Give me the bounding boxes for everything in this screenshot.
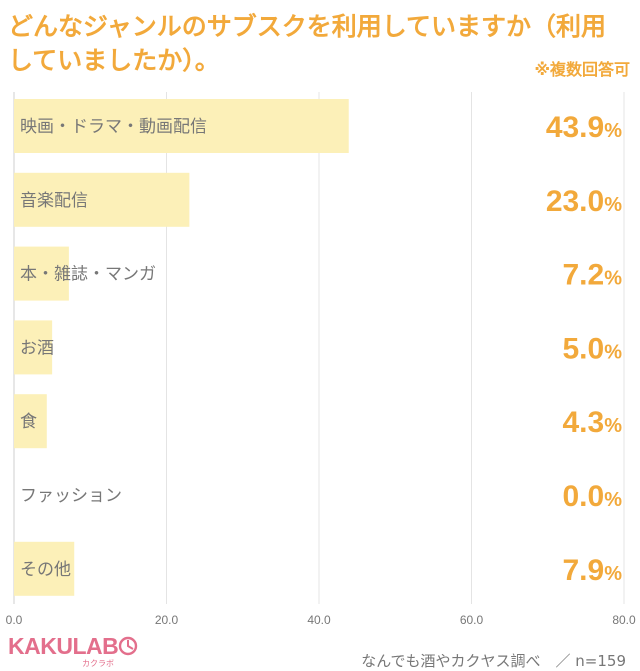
multiple-answer-note: ※複数回答可	[534, 60, 630, 79]
bar	[14, 394, 47, 449]
label-layer: 0.0 20.0 40.0 60.0 80.0 映画・ドラマ・動画配信 43.9% 音楽配信 2…	[6, 111, 636, 627]
category-label: 本・雑誌・マンガ	[20, 265, 156, 285]
source-note: なんでも酒やカクヤス調べ ／ n=159	[361, 652, 626, 670]
bottle-cap-icon	[119, 636, 138, 656]
category-label: 映画・ドラマ・動画配信	[20, 117, 207, 137]
category-label: お酒	[20, 338, 54, 358]
bar	[14, 541, 75, 596]
category-label: ファッション	[20, 486, 122, 506]
bar	[14, 172, 190, 227]
page-title: どんなジャンルのサブスクを利用していますか（利用していましたか）。	[8, 12, 607, 75]
value-label: 43.9%	[546, 111, 622, 144]
value-label: 23.0%	[546, 185, 622, 218]
x-tick-label: 20.0	[155, 613, 179, 627]
bar	[14, 320, 53, 375]
value-label: 0.0%	[562, 480, 622, 513]
category-label: 食	[20, 412, 37, 432]
bar	[14, 246, 69, 301]
value-label: 7.2%	[562, 259, 622, 292]
value-label: 5.0%	[562, 332, 622, 365]
x-tick-label: 40.0	[307, 613, 331, 627]
x-tick-label: 0.0	[6, 613, 23, 627]
x-tick-label: 80.0	[612, 613, 636, 627]
brand-sub: カクラボ	[82, 659, 114, 668]
value-label: 4.3%	[562, 406, 622, 439]
kakulabo-logo: KAKULAB カクラボ	[8, 634, 148, 668]
brand-name: KAKULAB	[8, 633, 119, 659]
value-label: 7.9%	[562, 554, 622, 587]
x-tick-label: 60.0	[460, 613, 484, 627]
category-label: その他	[20, 560, 71, 580]
bar	[14, 99, 349, 153]
category-label: 音楽配信	[20, 191, 88, 211]
grid-layer	[13, 92, 625, 604]
bar-layer	[14, 99, 349, 596]
